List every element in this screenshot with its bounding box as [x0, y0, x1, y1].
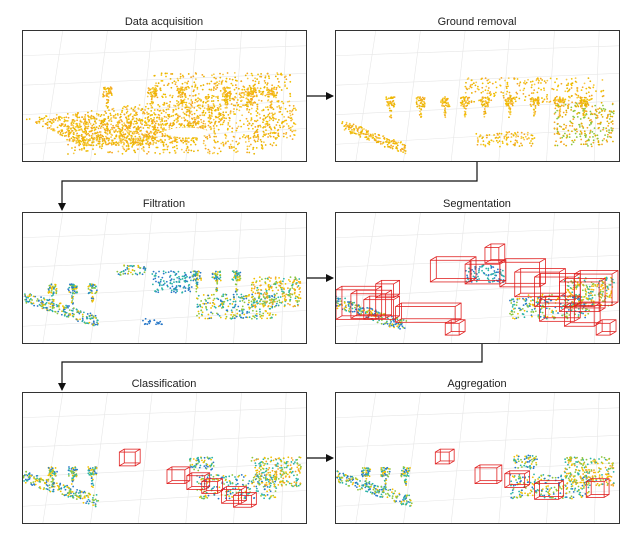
panel-segmentation [335, 212, 620, 344]
title-segmentation: Segmentation [443, 198, 511, 210]
title-classification: Classification [131, 378, 197, 390]
panel-filtration [22, 212, 307, 344]
point-cloud-filtered [23, 213, 306, 343]
point-cloud-segmented [336, 213, 619, 343]
title-aggregation: Aggregation [447, 378, 507, 390]
title-data-acquisition: Data acquisition [124, 16, 204, 28]
panel-classification [22, 392, 307, 524]
point-cloud-classified [23, 393, 306, 523]
point-cloud-raw [23, 31, 306, 161]
title-ground-removal: Ground removal [437, 16, 517, 28]
panel-ground-removal [335, 30, 620, 162]
title-filtration: Filtration [142, 198, 186, 210]
point-cloud-aggregated [336, 393, 619, 523]
panel-data-acquisition [22, 30, 307, 162]
panel-aggregation [335, 392, 620, 524]
point-cloud-ground-removed [336, 31, 619, 161]
